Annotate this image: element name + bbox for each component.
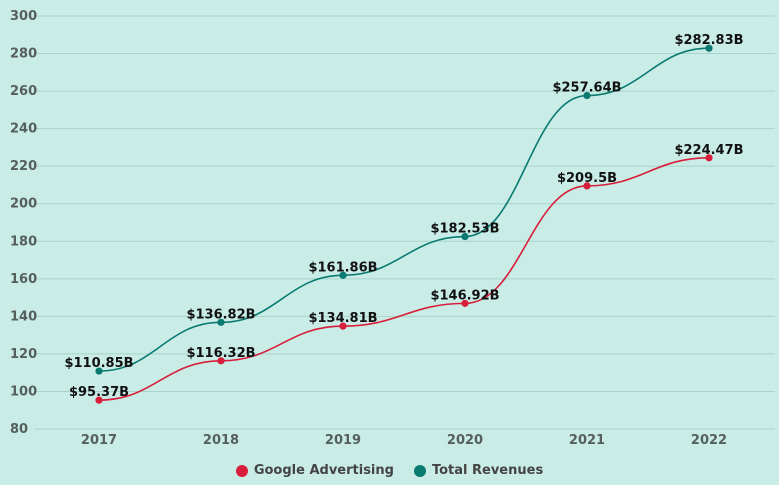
legend-marker-total-revenues	[413, 464, 426, 477]
x-axis: 2017 2018 2019 2020 2021 2022	[81, 433, 727, 448]
y-tick-label-120: 120	[10, 347, 37, 362]
legend-marker-google-advertising	[235, 464, 248, 477]
y-tick-label-140: 140	[10, 309, 37, 324]
y-tick-label-300: 300	[10, 9, 37, 24]
y-tick-label-200: 200	[10, 197, 37, 212]
data-label-google-advertising-2019: $134.81B	[308, 311, 377, 326]
data-point-total-revenues-2020[interactable]	[461, 232, 469, 241]
data-label-total-revenues-2017: $110.85B	[64, 356, 133, 371]
data-point-google-advertising-2021[interactable]	[583, 182, 591, 190]
series-lines	[98, 47, 710, 401]
legend-label-total-revenues: Total Revenues	[431, 463, 544, 478]
data-point-total-revenues-2021[interactable]	[583, 91, 591, 100]
data-label-google-advertising-2018: $116.32B	[186, 346, 255, 361]
y-tick-label-180: 180	[10, 234, 37, 249]
y-tick-label-80: 80	[10, 422, 28, 437]
data-label-total-revenues-2022: $282.83B	[674, 33, 743, 48]
data-point-google-advertising-2017[interactable]	[95, 396, 103, 404]
data-label-total-revenues-2020: $182.53B	[430, 222, 499, 237]
data-point-google-advertising-2020[interactable]	[461, 299, 469, 307]
data-point-total-revenues-2022[interactable]	[705, 44, 713, 52]
data-point-google-advertising-2018[interactable]	[217, 357, 225, 365]
legend-label-google-advertising: Google Advertising	[253, 463, 394, 478]
data-point-total-revenues-2019[interactable]	[339, 271, 347, 279]
x-tick-label-2021: 2021	[569, 433, 605, 448]
x-tick-label-2017: 2017	[81, 433, 117, 448]
legend-item-total-revenues[interactable]: Total Revenues	[413, 463, 544, 478]
y-axis: 80 100 120 140 160 180 200 220 240 260 280 300	[10, 9, 37, 437]
data-label-total-revenues-2019: $161.86B	[308, 260, 377, 275]
y-tick-label-100: 100	[10, 384, 37, 399]
series-line-google-advertising	[98, 156, 710, 401]
legend-item-google-advertising[interactable]: Google Advertising	[235, 463, 394, 478]
legend: Google Advertising Total Revenues	[0, 463, 779, 478]
x-tick-label-2019: 2019	[325, 433, 361, 448]
data-point-google-advertising-2019[interactable]	[339, 322, 347, 330]
y-tick-label-220: 220	[10, 159, 37, 174]
x-tick-label-2018: 2018	[203, 433, 239, 448]
data-labels: $95.37B $116.32B $134.81B $146.92B $209.5B $2…	[64, 33, 743, 400]
data-label-total-revenues-2018: $136.82B	[186, 307, 255, 322]
series-points	[95, 44, 713, 404]
y-tick-label-160: 160	[10, 272, 37, 287]
data-label-google-advertising-2017: $95.37B	[69, 385, 129, 400]
y-tick-label-260: 260	[10, 84, 37, 99]
series-line-total-revenues	[98, 47, 710, 372]
x-tick-label-2020: 2020	[447, 433, 483, 448]
data-point-total-revenues-2017[interactable]	[95, 367, 103, 375]
data-label-google-advertising-2021: $209.5B	[557, 171, 617, 186]
gridlines	[35, 15, 775, 430]
data-point-google-advertising-2022[interactable]	[705, 154, 713, 162]
x-tick-label-2022: 2022	[691, 433, 727, 448]
data-label-google-advertising-2020: $146.92B	[430, 288, 499, 303]
y-tick-label-280: 280	[10, 47, 37, 62]
data-label-google-advertising-2022: $224.47B	[674, 143, 743, 158]
data-point-total-revenues-2018[interactable]	[217, 318, 225, 326]
data-label-total-revenues-2021: $257.64B	[552, 81, 621, 96]
y-tick-label-240: 240	[10, 122, 37, 137]
